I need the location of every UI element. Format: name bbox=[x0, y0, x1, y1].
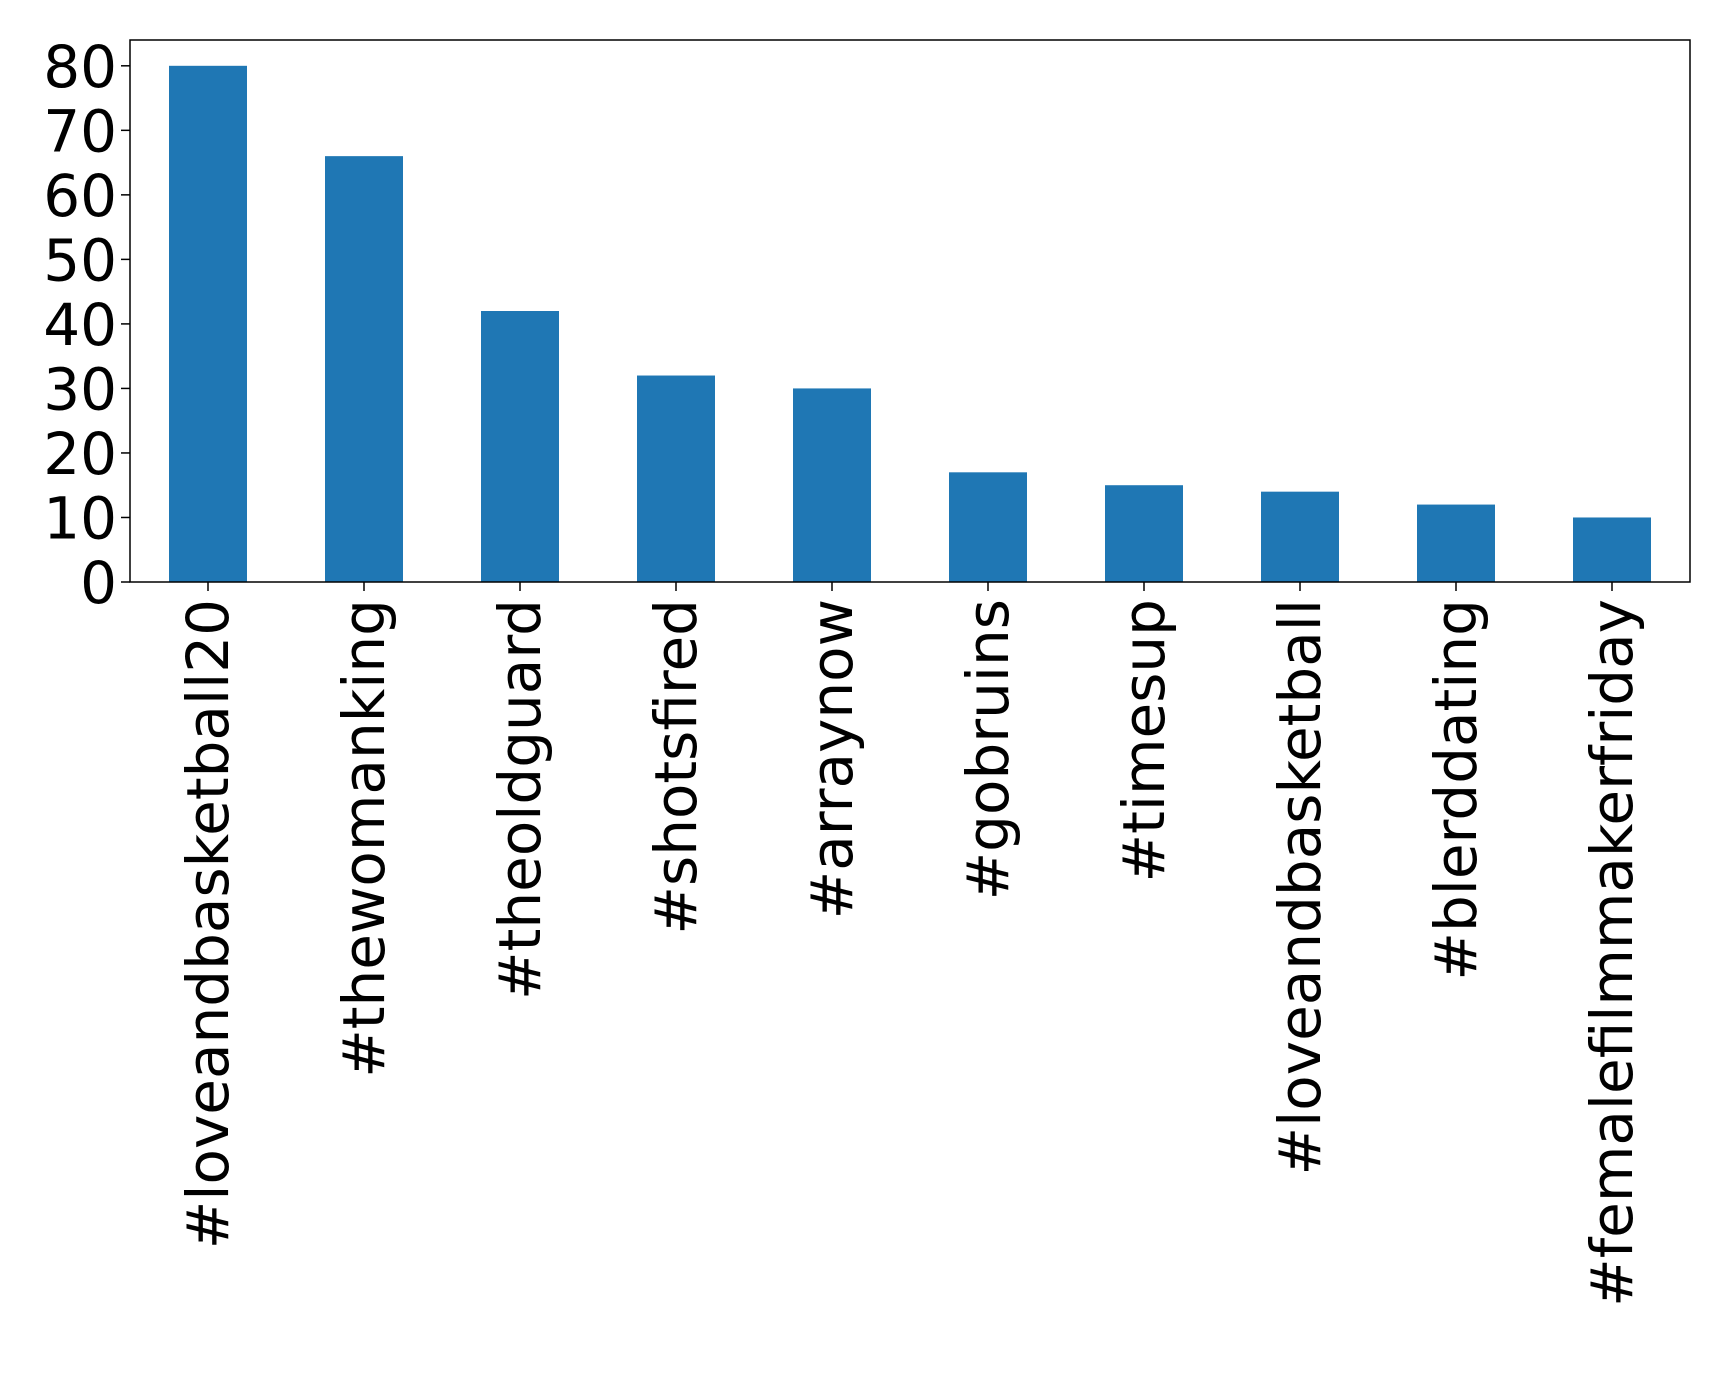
bar bbox=[1105, 485, 1183, 582]
bar bbox=[793, 388, 871, 582]
x-tick-label: #loveandbasketball bbox=[1266, 599, 1334, 1175]
bar bbox=[1573, 517, 1651, 582]
y-tick-label: 0 bbox=[80, 549, 117, 617]
bar bbox=[949, 472, 1027, 582]
x-tick-label: #blerddating bbox=[1422, 599, 1490, 981]
y-tick-label: 60 bbox=[43, 162, 117, 230]
x-tick-label: #timesup bbox=[1110, 599, 1178, 882]
plot-frame bbox=[129, 39, 1691, 583]
x-tick-label: #loveandbasketball20 bbox=[174, 599, 242, 1249]
x-tick-label: #thewomanking bbox=[330, 599, 398, 1078]
x-axis: #loveandbasketball20 #thewomanking #theold… bbox=[174, 582, 1646, 1307]
bar bbox=[481, 311, 559, 582]
bar bbox=[169, 65, 247, 583]
y-tick-label: 20 bbox=[43, 420, 117, 488]
x-tick-label: #shotsfired bbox=[642, 599, 710, 935]
y-tick-label: 50 bbox=[43, 226, 117, 294]
y-tick-label: 70 bbox=[43, 97, 117, 165]
bar bbox=[1417, 504, 1495, 582]
x-tick-label: #gobruins bbox=[954, 599, 1022, 900]
bars-group bbox=[169, 65, 1651, 583]
y-tick-label: 30 bbox=[43, 355, 117, 423]
x-tick-label: #theoldguard bbox=[486, 599, 554, 1000]
y-tick-label: 10 bbox=[43, 484, 117, 552]
y-tick-label: 40 bbox=[43, 291, 117, 359]
bar bbox=[325, 156, 403, 582]
bar bbox=[1261, 491, 1339, 582]
x-tick-label: #femalefilmmakerfriday bbox=[1578, 599, 1646, 1307]
y-tick-label: 80 bbox=[43, 33, 117, 101]
x-tick-label: #arraynow bbox=[798, 599, 866, 919]
bar bbox=[637, 375, 715, 582]
